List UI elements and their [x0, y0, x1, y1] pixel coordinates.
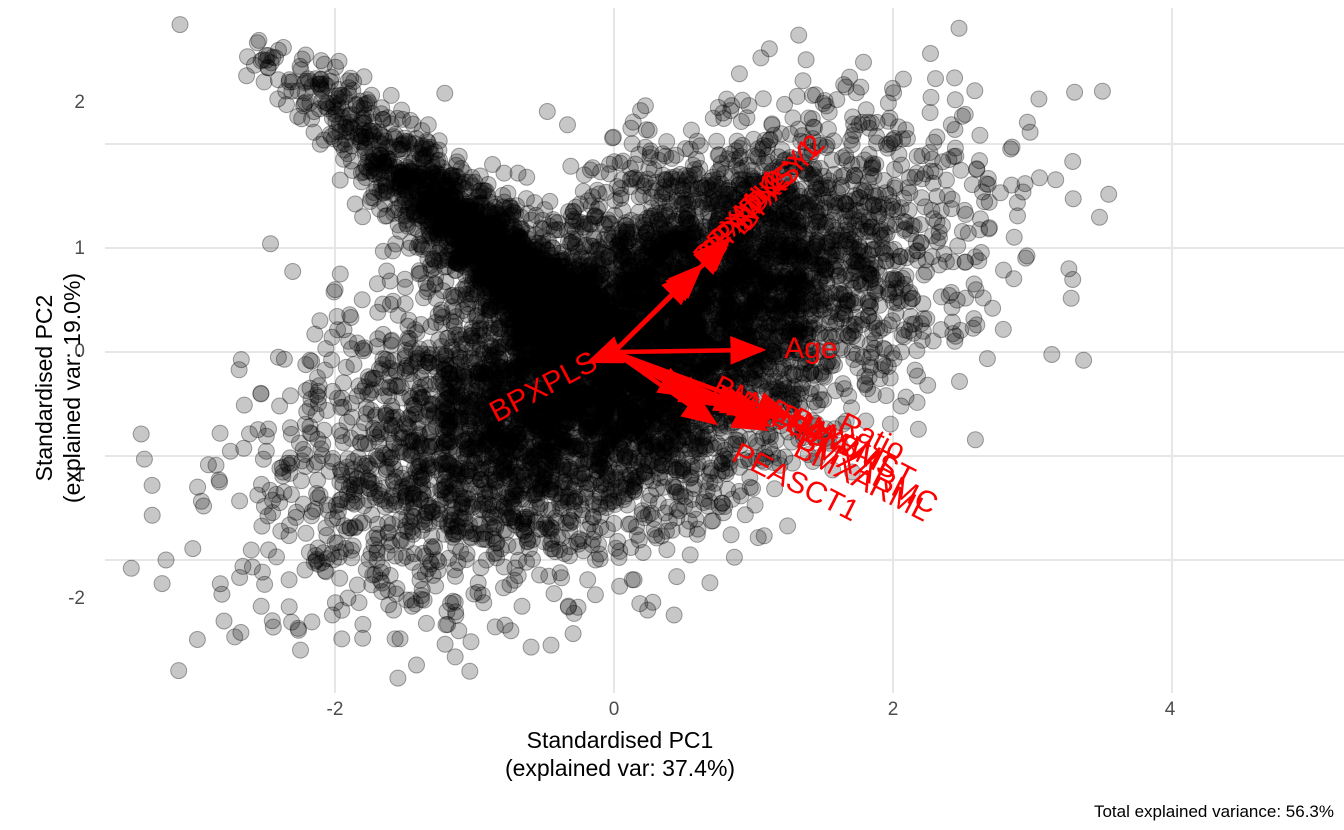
loading-arrow-bpxpls	[586, 336, 625, 364]
loading-arrow-bpxml1	[612, 269, 697, 354]
total-variance-caption: Total explained variance: 56.3%	[1093, 802, 1334, 821]
loading-arrow-bmxarml	[612, 349, 769, 432]
x-tick-label: 2	[887, 699, 899, 720]
y-axis-title-line2: (explained var: 19.0%)	[59, 272, 85, 504]
scatter-points	[122, 16, 1118, 687]
x-tick-label: 4	[1164, 699, 1176, 720]
x-axis-title-line1: Standardised PC1	[526, 727, 714, 753]
y-tick-label: 0	[74, 341, 85, 362]
loading-label-age: Age	[784, 332, 837, 365]
y-tick-label: -2	[68, 588, 85, 609]
y-tick-label: 1	[74, 238, 85, 259]
y-tick-label: -1	[68, 465, 85, 486]
y-tick-label: 2	[74, 92, 85, 113]
plot-panel: BPXSY2 BPXSY1 BPXDI2 BPXDI1 BPXML1 Age BPXPLS B…	[105, 8, 1344, 693]
x-axis-title: Standardised PC1 (explained var: 37.4%)	[240, 726, 1000, 782]
loading-arrow-age	[613, 335, 767, 365]
loading-arrow-peasct1	[612, 350, 719, 426]
loading-arrows	[586, 236, 793, 432]
x-tick-label: 0	[608, 699, 620, 720]
x-tick-label: -2	[326, 699, 344, 720]
y-axis-title: Standardised PC2 (explained var: 19.0%)	[30, 108, 86, 668]
x-axis-title-line2: (explained var: 37.4%)	[504, 755, 736, 781]
y-axis-title-line1: Standardised PC2	[31, 294, 57, 482]
